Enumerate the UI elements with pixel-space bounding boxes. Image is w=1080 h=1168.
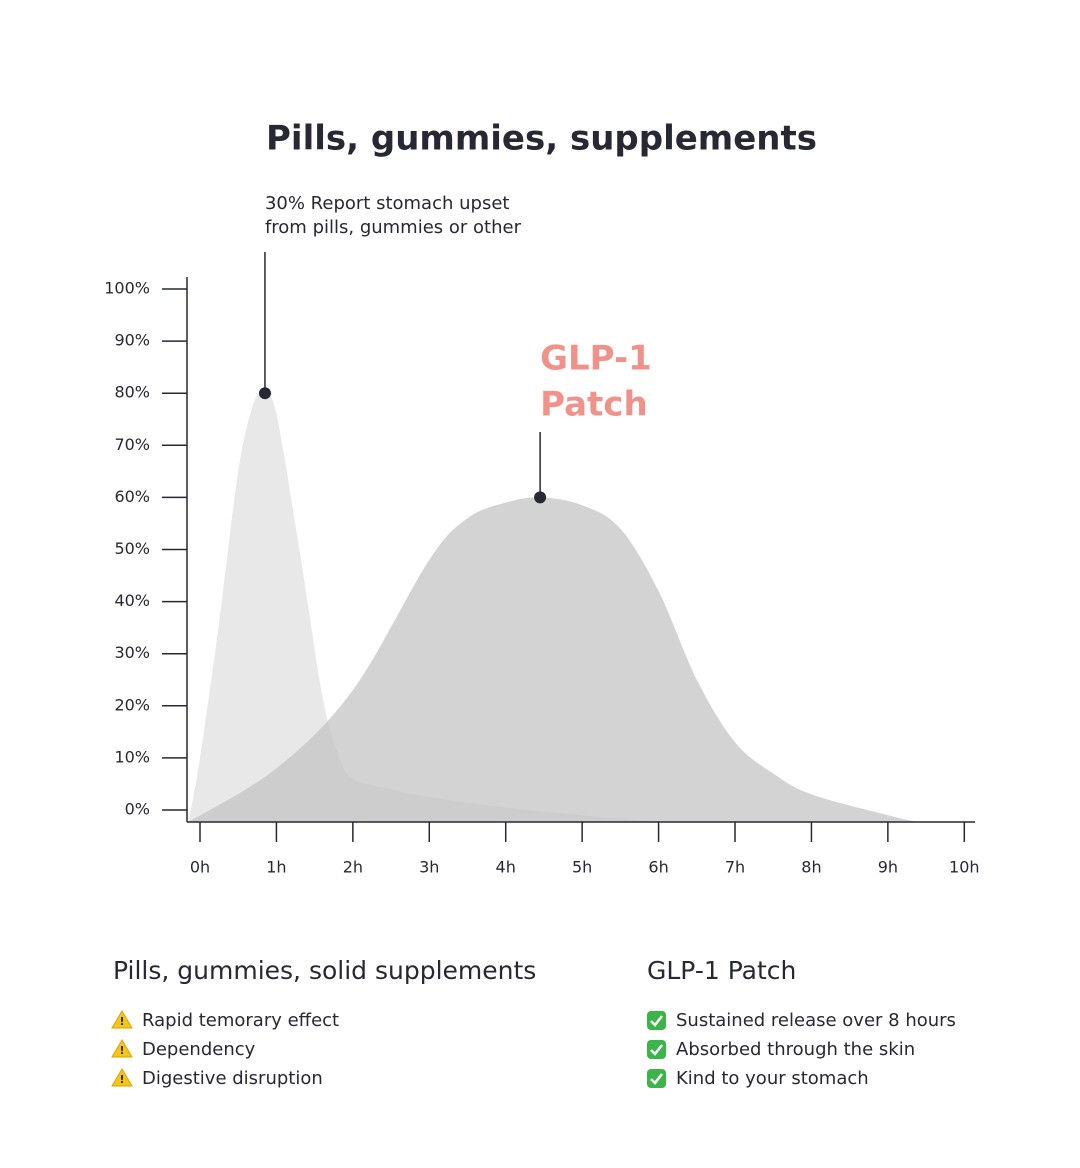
warning-icon <box>111 1039 133 1058</box>
x-tick-label: 4h <box>496 858 516 877</box>
y-tick-label: 70% <box>114 435 150 454</box>
x-tick-label: 9h <box>878 858 898 877</box>
list-item: Dependency <box>142 1039 256 1060</box>
y-tick-label: 40% <box>114 591 150 610</box>
x-tick-label: 7h <box>725 858 745 877</box>
annotation-text: GLP-1 <box>540 339 652 379</box>
warning-icon <box>111 1068 133 1087</box>
list-item: Rapid temorary effect <box>142 1010 339 1031</box>
check-mark <box>650 1044 663 1056</box>
annotation-dot <box>534 491 547 504</box>
warning-mark: ! <box>119 1073 124 1086</box>
chart-title: Pills, gummies, supplements <box>266 119 817 159</box>
warning-icon <box>111 1010 133 1029</box>
warning-mark: ! <box>119 1015 124 1028</box>
check-mark <box>650 1073 663 1085</box>
x-tick-label: 5h <box>572 858 592 877</box>
y-tick-label: 30% <box>114 643 150 662</box>
x-tick-label: 1h <box>266 858 286 877</box>
list-item: Kind to your stomach <box>676 1068 869 1089</box>
check-icon <box>647 1040 666 1059</box>
x-tick-label: 8h <box>801 858 821 877</box>
list-title: Pills, gummies, solid supplements <box>113 956 536 985</box>
check-icon <box>647 1011 666 1030</box>
annotation-text: from pills, gummies or other <box>265 217 522 238</box>
annotation-text: 30% Report stomach upset <box>265 193 510 214</box>
check-mark <box>650 1015 663 1027</box>
x-tick-label: 0h <box>190 858 210 877</box>
list-item: Sustained release over 8 hours <box>676 1010 956 1031</box>
area <box>188 497 919 822</box>
y-tick-label: 0% <box>125 800 150 819</box>
y-tick-label: 100% <box>104 278 150 297</box>
list-item: Absorbed through the skin <box>676 1039 915 1060</box>
y-tick-label: 20% <box>114 695 150 714</box>
y-tick-label: 60% <box>114 487 150 506</box>
annotation-text: Patch <box>540 385 648 425</box>
x-tick-label: 10h <box>949 858 980 877</box>
y-tick-label: 50% <box>114 539 150 558</box>
y-tick-label: 90% <box>114 331 150 350</box>
list-title: GLP-1 Patch <box>647 956 796 985</box>
annotation-dot <box>258 387 271 400</box>
y-tick-label: 80% <box>114 383 150 402</box>
list-item: Digestive disruption <box>142 1068 323 1089</box>
x-tick-label: 6h <box>648 858 668 877</box>
x-tick-label: 2h <box>343 858 363 877</box>
y-tick-label: 10% <box>114 747 150 766</box>
check-icon <box>647 1069 666 1088</box>
x-tick-label: 3h <box>419 858 439 877</box>
area <box>188 392 659 822</box>
warning-mark: ! <box>119 1044 124 1057</box>
